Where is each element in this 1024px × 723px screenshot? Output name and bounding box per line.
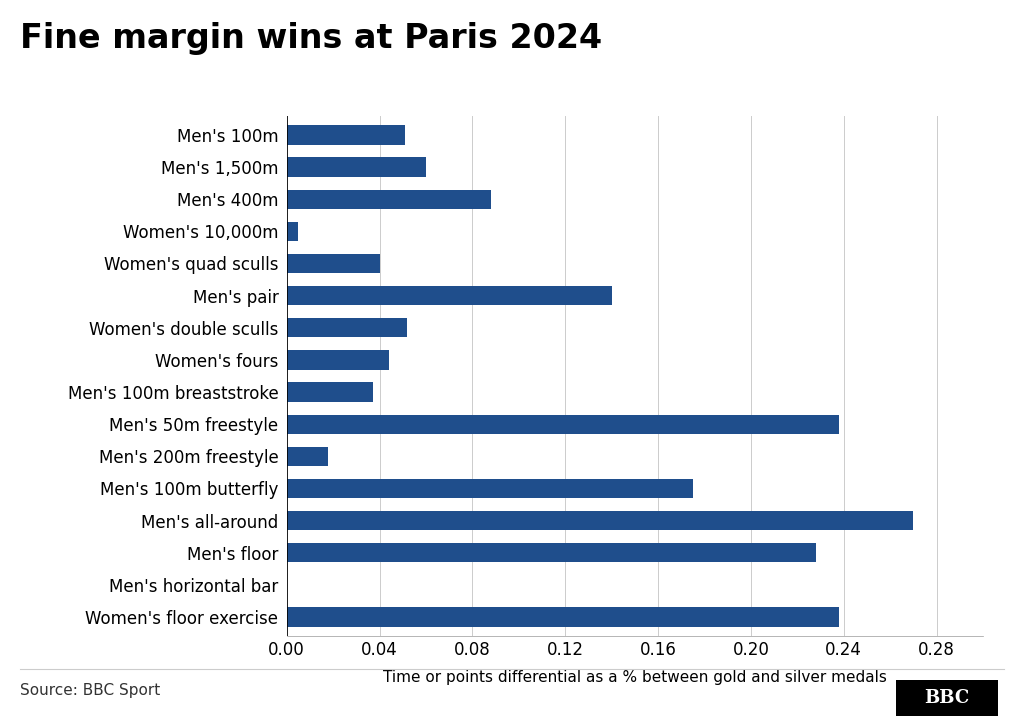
Bar xyxy=(287,158,426,176)
Bar xyxy=(287,222,298,241)
Bar xyxy=(287,511,913,530)
Bar xyxy=(287,189,490,209)
Text: BBC: BBC xyxy=(925,689,970,706)
Bar xyxy=(287,414,839,434)
Text: Fine margin wins at Paris 2024: Fine margin wins at Paris 2024 xyxy=(20,22,602,55)
Bar xyxy=(287,607,839,627)
Bar xyxy=(287,447,329,466)
Bar xyxy=(287,286,611,305)
Bar xyxy=(287,318,408,338)
Bar xyxy=(287,254,380,273)
Bar xyxy=(287,350,389,369)
Bar xyxy=(287,543,816,562)
X-axis label: Time or points differential as a % between gold and silver medals: Time or points differential as a % betwe… xyxy=(383,670,887,685)
Bar xyxy=(287,479,693,498)
Bar xyxy=(287,125,406,145)
Bar xyxy=(287,382,373,402)
Text: Source: BBC Sport: Source: BBC Sport xyxy=(20,683,161,698)
